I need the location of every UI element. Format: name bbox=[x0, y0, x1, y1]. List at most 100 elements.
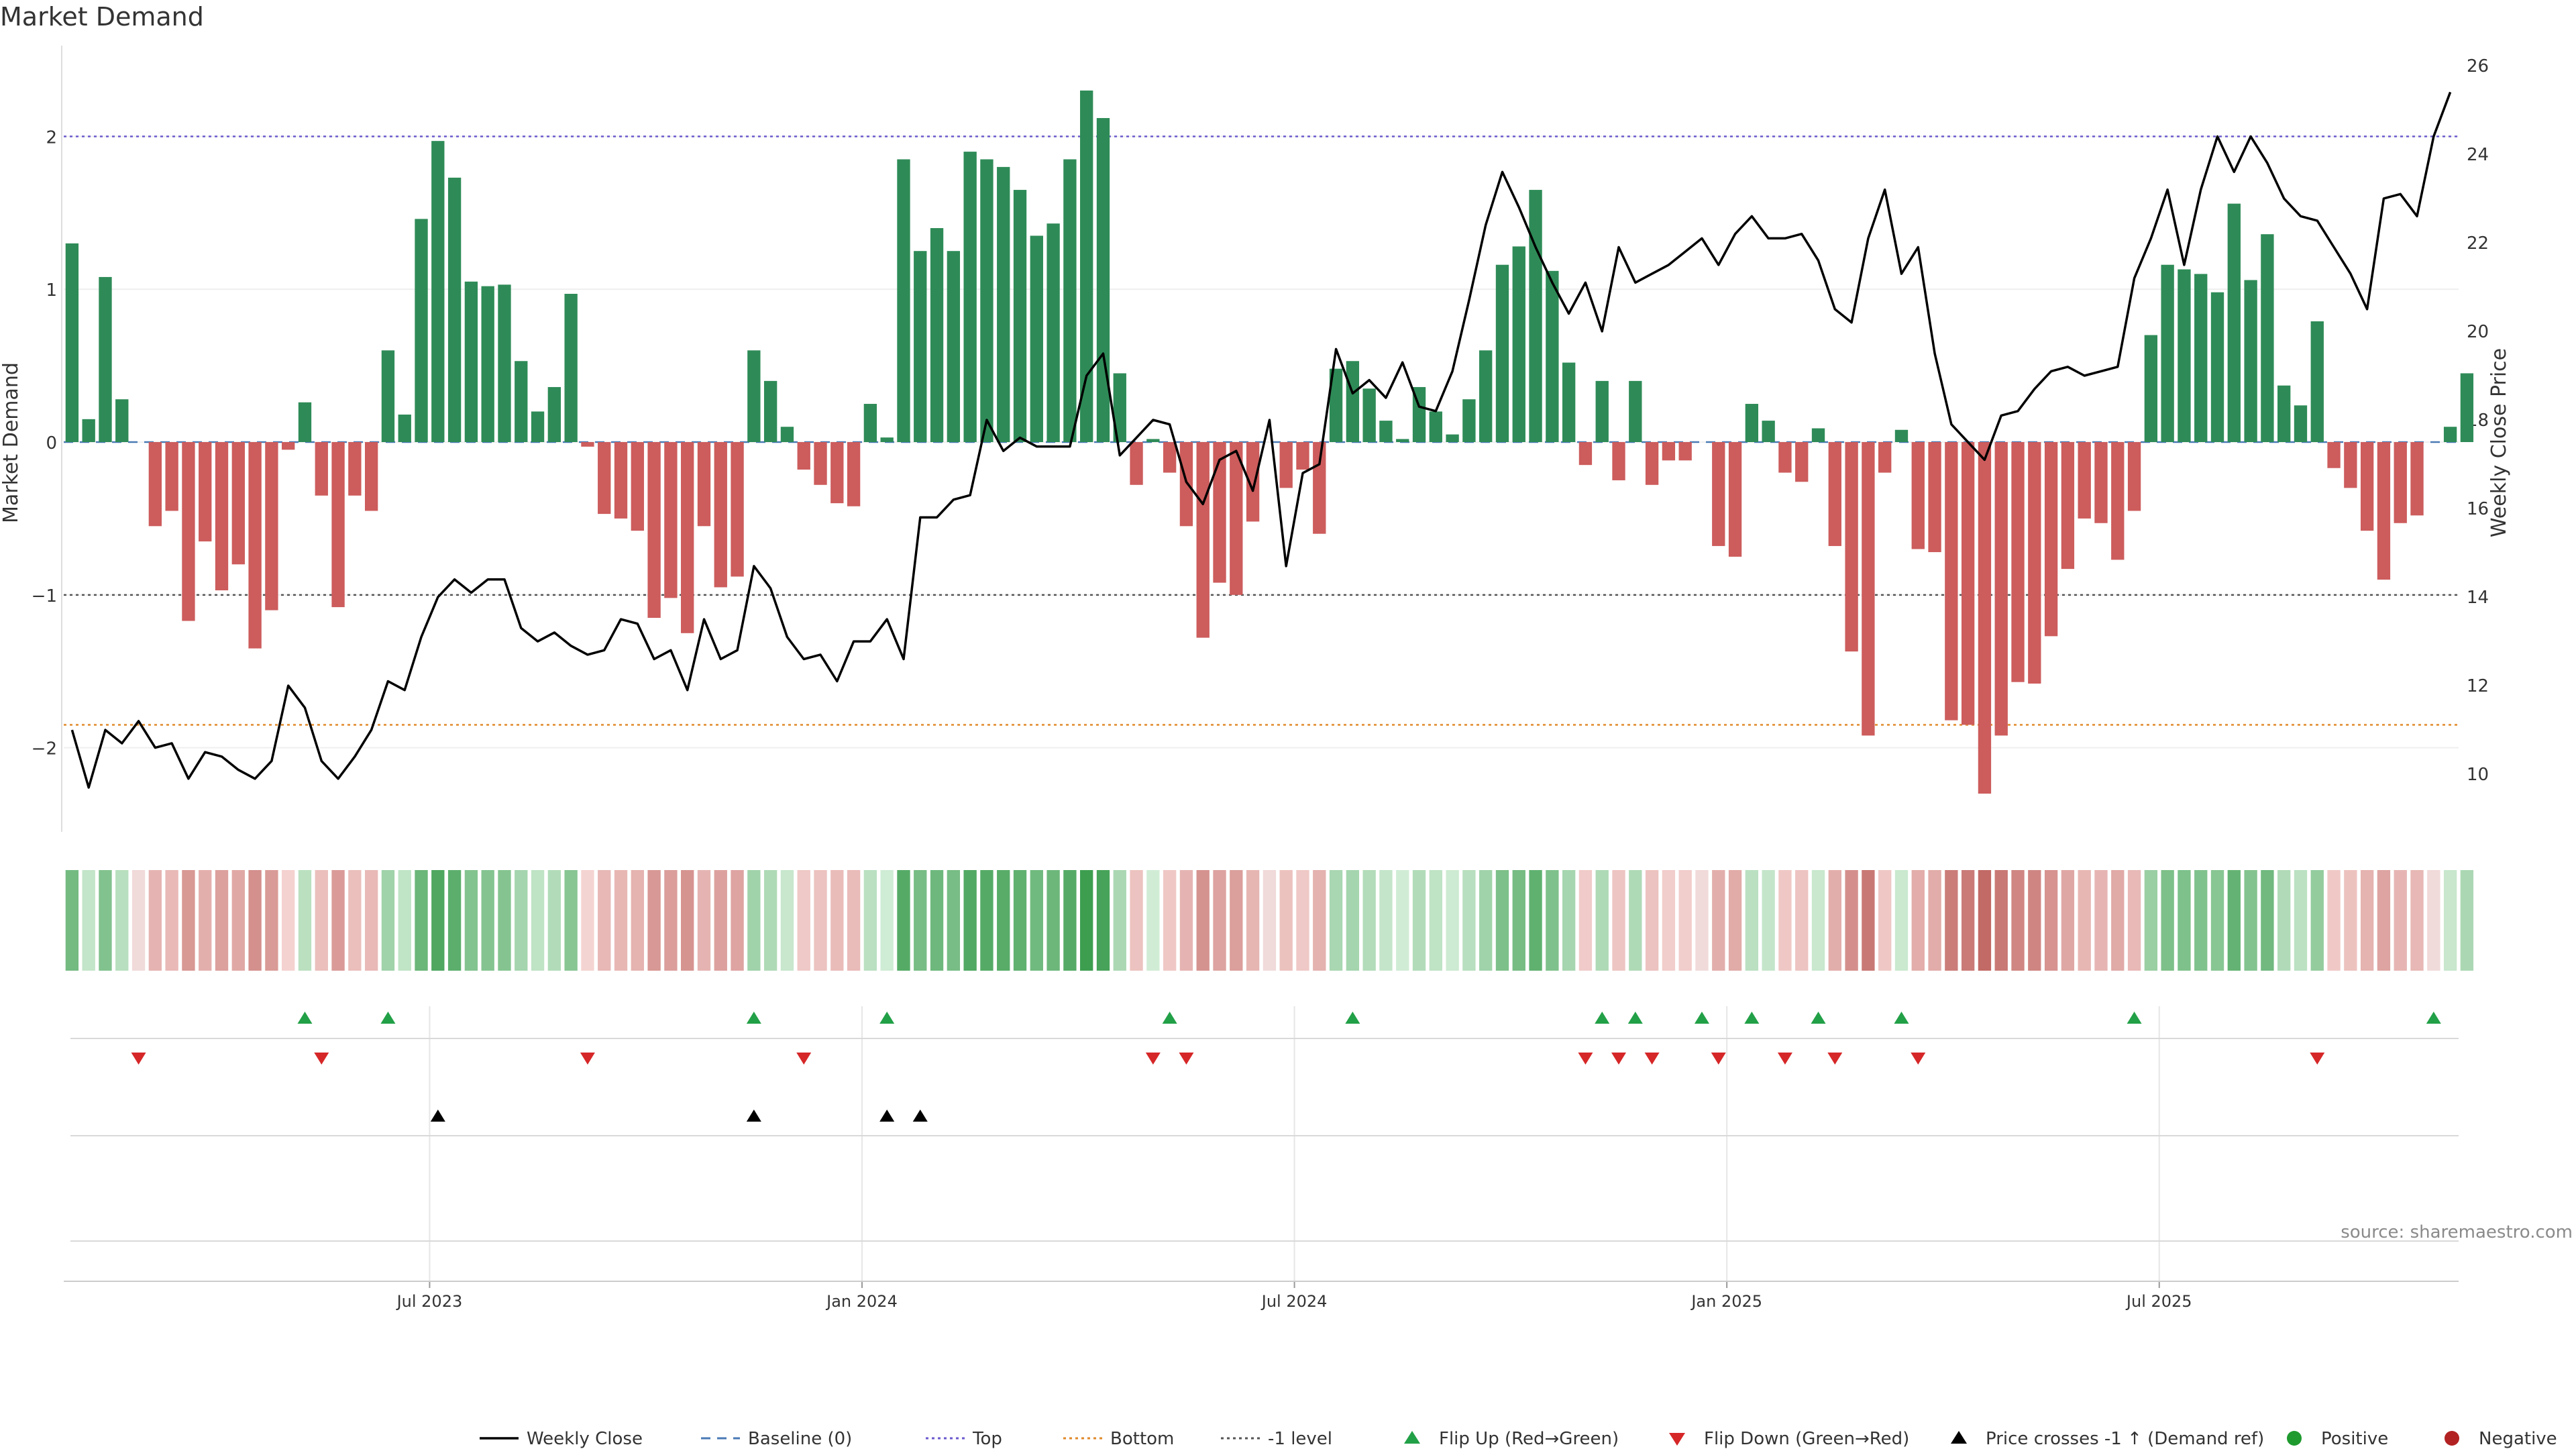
demand-bar bbox=[2460, 373, 2474, 442]
demand-bar bbox=[1462, 399, 1476, 442]
heat-cell bbox=[797, 870, 810, 971]
demand-bar bbox=[2178, 269, 2191, 442]
heat-cell bbox=[1329, 870, 1343, 971]
heat-cell bbox=[381, 870, 395, 971]
heat-cell bbox=[282, 870, 295, 971]
heat-cell bbox=[2061, 870, 2075, 971]
demand-bar bbox=[282, 442, 295, 450]
y-left-tick-label: 1 bbox=[46, 280, 57, 301]
demand-bar bbox=[2144, 335, 2158, 442]
flip-down-marker bbox=[1145, 1053, 1161, 1065]
demand-bar bbox=[1396, 439, 1409, 442]
weekly-close-line bbox=[70, 91, 2452, 789]
demand-bar bbox=[1978, 442, 1992, 794]
price-cross-marker bbox=[879, 1110, 895, 1122]
y-right-tick-label: 12 bbox=[2467, 676, 2489, 696]
demand-bar bbox=[1845, 442, 1858, 652]
chart-title: Market Demand bbox=[0, 2, 204, 32]
price-cross-marker bbox=[430, 1110, 445, 1122]
demand-bar bbox=[1346, 361, 1360, 442]
price-cross-marker bbox=[912, 1110, 928, 1122]
demand-bar bbox=[1512, 246, 1525, 442]
heat-cell bbox=[763, 870, 777, 971]
heat-cell bbox=[1562, 870, 1576, 971]
demand-bar bbox=[2210, 292, 2224, 442]
demand-bar bbox=[2261, 234, 2274, 442]
demand-bar bbox=[763, 380, 777, 442]
heat-cell bbox=[1695, 870, 1709, 971]
legend-flip-up-swatch bbox=[1404, 1431, 1420, 1444]
heat-cell bbox=[1595, 870, 1609, 971]
heat-cell bbox=[1862, 870, 1875, 971]
legend-label: Flip Up (Red→Green) bbox=[1439, 1429, 1619, 1449]
y-left-tick-label: 2 bbox=[46, 127, 57, 148]
demand-bar bbox=[1030, 235, 1043, 442]
heat-cell bbox=[547, 870, 561, 971]
heat-cell bbox=[1745, 870, 1759, 971]
heat-cell bbox=[1911, 870, 1925, 971]
demand-bar bbox=[1130, 442, 1143, 485]
y-left-tick-label: 0 bbox=[46, 433, 57, 453]
demand-bar bbox=[1495, 264, 1509, 442]
demand-bar bbox=[914, 251, 927, 442]
heat-cell bbox=[1728, 870, 1742, 971]
heat-cell bbox=[731, 870, 744, 971]
heat-cell bbox=[947, 870, 961, 971]
heat-cell bbox=[1778, 870, 1792, 971]
y-right-tick-label: 16 bbox=[2467, 499, 2489, 519]
demand-bar bbox=[814, 442, 827, 485]
heat-cell bbox=[1546, 870, 1559, 971]
demand-bar bbox=[2360, 442, 2374, 531]
demand-bar bbox=[947, 251, 961, 442]
heat-cell bbox=[1828, 870, 1841, 971]
y-axis-right-label: Weekly Close Price bbox=[2487, 348, 2511, 537]
heat-cell bbox=[1961, 870, 1975, 971]
demand-bar bbox=[248, 442, 262, 649]
flip-down-marker bbox=[2310, 1053, 2325, 1065]
flip-up-marker bbox=[1162, 1012, 1177, 1024]
heat-cell bbox=[2344, 870, 2357, 971]
demand-bar bbox=[1645, 442, 1659, 485]
flip-up-marker bbox=[1627, 1012, 1643, 1024]
demand-bar bbox=[980, 159, 994, 443]
demand-bar bbox=[315, 442, 328, 496]
demand-bar bbox=[997, 166, 1010, 442]
demand-bar bbox=[1230, 442, 1243, 595]
demand-bar bbox=[481, 286, 494, 442]
demand-bar bbox=[631, 442, 644, 531]
heat-cell bbox=[2194, 870, 2208, 971]
heat-cell bbox=[1246, 870, 1260, 971]
heat-cell bbox=[82, 870, 95, 971]
heat-cell bbox=[231, 870, 245, 971]
price-line-layer bbox=[70, 91, 2452, 789]
demand-bar bbox=[2061, 442, 2075, 570]
demand-bar bbox=[265, 442, 278, 610]
flip-down-marker bbox=[796, 1053, 812, 1065]
heat-cell bbox=[1096, 870, 1110, 971]
heat-cell bbox=[2443, 870, 2457, 971]
demand-bar bbox=[1213, 442, 1226, 583]
heat-cell bbox=[714, 870, 727, 971]
demand-bar bbox=[1562, 362, 1576, 442]
legend-label: Weekly Close bbox=[527, 1429, 643, 1449]
flip-down-marker bbox=[1827, 1053, 1843, 1065]
y-left-tick-label: −2 bbox=[32, 739, 57, 759]
heat-cell bbox=[298, 870, 312, 971]
legend-price-cross-swatch bbox=[1951, 1431, 1967, 1444]
demand-bar bbox=[1196, 442, 1210, 638]
heat-cell bbox=[348, 870, 362, 971]
demand-bar bbox=[1146, 439, 1160, 442]
heat-cell bbox=[1994, 870, 2008, 971]
demand-bars bbox=[65, 90, 2474, 794]
heat-cell bbox=[2244, 870, 2257, 971]
heat-cell bbox=[1795, 870, 1809, 971]
heat-cell bbox=[2394, 870, 2407, 971]
heat-cell bbox=[863, 870, 877, 971]
heat-cell bbox=[564, 870, 578, 971]
heat-cell bbox=[2410, 870, 2424, 971]
heat-cell bbox=[1429, 870, 1442, 971]
demand-bar bbox=[464, 281, 478, 442]
heat-cell bbox=[1928, 870, 1941, 971]
y-right-tick-label: 14 bbox=[2467, 588, 2489, 608]
demand-bar bbox=[1246, 442, 1260, 522]
